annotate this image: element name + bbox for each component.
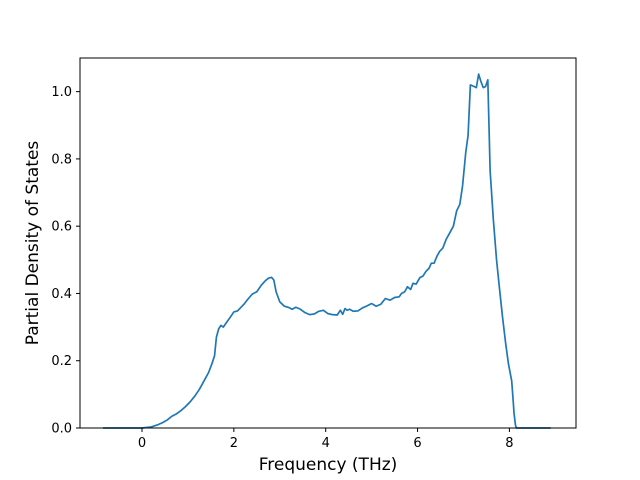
x-tick-label: 4 — [322, 436, 330, 451]
x-tick-label: 2 — [230, 436, 238, 451]
y-tick-label: 0.2 — [51, 354, 72, 369]
y-tick-label: 0.4 — [51, 287, 72, 302]
x-tick-label: 0 — [138, 436, 146, 451]
x-tick-label: 8 — [505, 436, 513, 451]
series-layer — [102, 73, 551, 429]
plot-frame — [79, 57, 577, 429]
x-axis-ticks: 0 2 4 6 8 — [138, 428, 514, 451]
x-axis-label: Frequency (THz) — [259, 455, 398, 475]
series-line-0 — [102, 73, 551, 429]
x-tick-label: 6 — [413, 436, 421, 451]
y-axis-label: Partial Density of States — [23, 141, 43, 346]
plot-area-background — [80, 58, 576, 428]
y-tick-label: 0.8 — [51, 152, 72, 167]
y-tick-label: 0.0 — [51, 422, 72, 437]
y-axis-ticks: 0.0 0.2 0.4 0.6 0.8 1.0 — [51, 85, 80, 437]
y-tick-label: 0.6 — [51, 220, 72, 235]
y-tick-label: 1.0 — [51, 85, 72, 100]
